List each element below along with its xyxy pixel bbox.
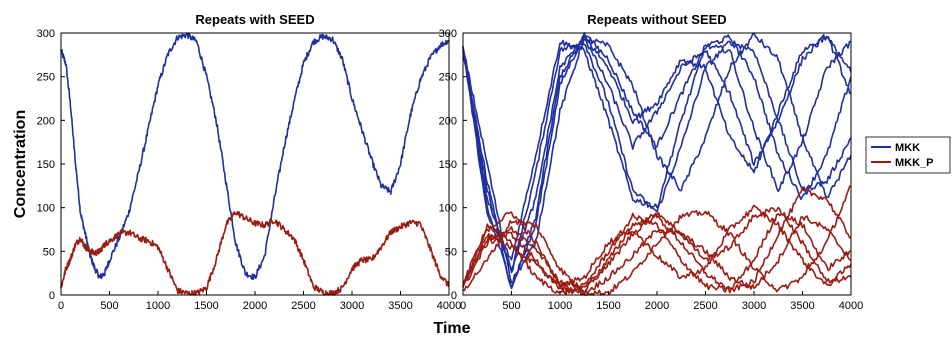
x-tick-label: 4000 — [437, 300, 461, 312]
x-tick-label: 1000 — [548, 300, 572, 312]
x-tick-label: 2000 — [243, 300, 267, 312]
series-line-mkk-p-1 — [60, 211, 450, 296]
chart-title-left: Repeats with SEED — [195, 12, 314, 27]
y-tick-label: 0 — [49, 290, 55, 302]
panel-right: Repeats without SEED 0 500 1000 1500 2000 250… — [439, 12, 864, 312]
x-tick-label: 1500 — [596, 300, 620, 312]
y-axis-label: Concentration — [12, 110, 29, 218]
x-tick-label: 1000 — [146, 300, 170, 312]
series-line-mkk-5 — [462, 35, 852, 290]
x-tick-label: 3500 — [790, 300, 814, 312]
y-tick-label: 300 — [37, 28, 55, 40]
x-tick-label: 500 — [502, 300, 520, 312]
y-tick-label: 50 — [445, 246, 457, 258]
axes-left: 0 500 1000 1500 2000 2500 3000 3500 400005010015… — [37, 28, 462, 312]
x-tick-label: 0 — [58, 300, 64, 312]
legend: MKK MKK_P — [865, 136, 951, 174]
panel-left: Repeats with SEED 0 500 1000 1500 2000 2500 30… — [37, 12, 462, 312]
x-tick-label: 3500 — [388, 300, 412, 312]
x-tick-label: 2500 — [693, 300, 717, 312]
x-tick-label: 0 — [460, 300, 466, 312]
chart-title-right: Repeats without SEED — [587, 12, 726, 27]
series-line-mkk-1 — [462, 40, 852, 274]
series-line-mkk-4 — [462, 34, 852, 271]
axes-right: 0 500 1000 1500 2000 2500 3000 3500 400005010015… — [439, 28, 864, 312]
series-line-mkk-p-9 — [462, 185, 852, 296]
y-tick-label: 0 — [451, 290, 457, 302]
y-tick-label: 50 — [43, 246, 55, 258]
x-tick-label: 3000 — [340, 300, 364, 312]
legend-box — [865, 136, 951, 174]
legend-label-mkk: MKK — [895, 142, 920, 154]
x-tick-label: 4000 — [839, 300, 863, 312]
y-tick-label: 250 — [37, 72, 55, 84]
x-tick-label: 2000 — [645, 300, 669, 312]
x-tick-label: 3000 — [742, 300, 766, 312]
series-line-mkk-p-10 — [462, 204, 852, 290]
y-tick-label: 200 — [37, 115, 55, 127]
y-tick-label: 150 — [37, 159, 55, 171]
x-tick-label: 500 — [100, 300, 118, 312]
legend-label-mkk-p: MKK_P — [895, 157, 934, 169]
x-tick-label: 2500 — [291, 300, 315, 312]
y-tick-label: 100 — [37, 203, 55, 215]
series-line-mkk-p-6 — [462, 211, 852, 296]
series-line-mkk-3 — [462, 32, 852, 284]
x-axis-label: Time — [433, 320, 470, 337]
y-tick-label: 200 — [439, 115, 457, 127]
y-tick-label: 100 — [439, 203, 457, 215]
y-tick-label: 300 — [439, 28, 457, 40]
y-tick-label: 150 — [439, 159, 457, 171]
series-line-mkk-2 — [462, 39, 852, 261]
y-tick-label: 250 — [439, 72, 457, 84]
series-line-mkk-p-11 — [462, 206, 852, 290]
series-line-mkk-0 — [60, 32, 450, 281]
x-tick-label: 1500 — [194, 300, 218, 312]
plot-frame — [60, 32, 450, 296]
